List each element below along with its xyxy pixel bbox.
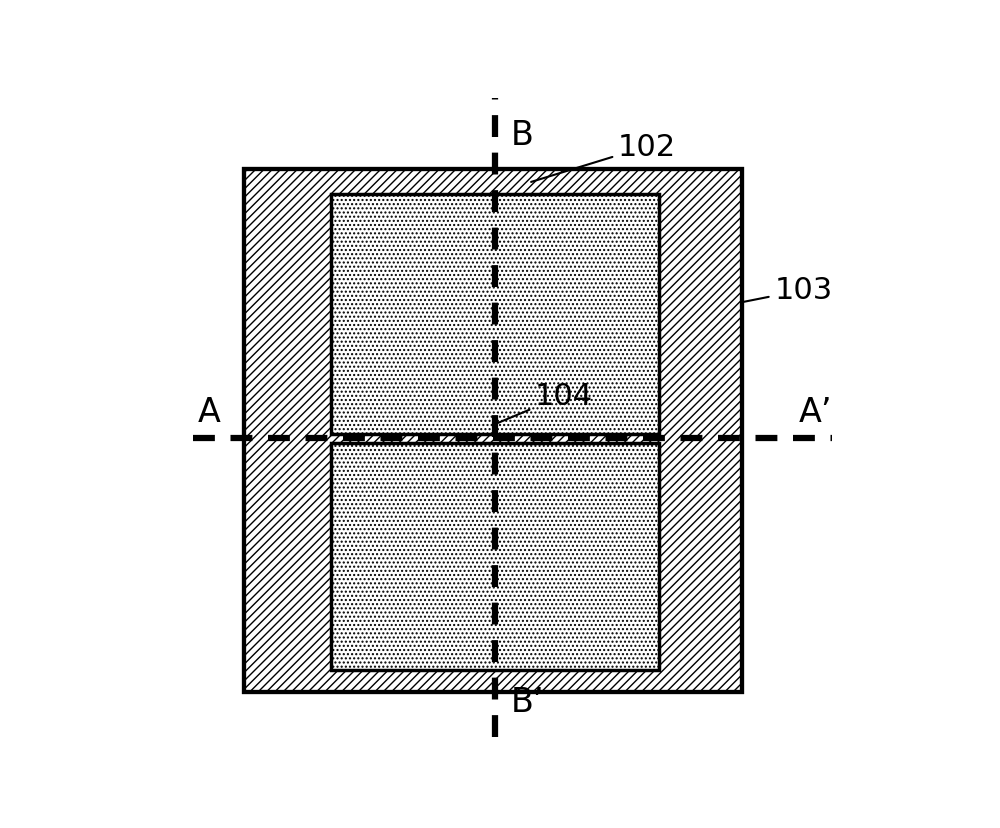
Text: 103: 103: [742, 277, 832, 305]
Text: 104: 104: [498, 382, 593, 423]
Text: A: A: [198, 396, 221, 429]
Text: B: B: [511, 118, 534, 152]
Bar: [331, 444, 659, 670]
Bar: [331, 195, 659, 434]
Text: 102: 102: [531, 132, 676, 183]
Bar: [331, 444, 659, 670]
Bar: [244, 170, 742, 692]
Text: A’: A’: [799, 396, 832, 429]
Bar: [331, 195, 659, 434]
Text: B’: B’: [511, 685, 545, 718]
Bar: [244, 170, 742, 692]
Bar: [244, 170, 742, 692]
